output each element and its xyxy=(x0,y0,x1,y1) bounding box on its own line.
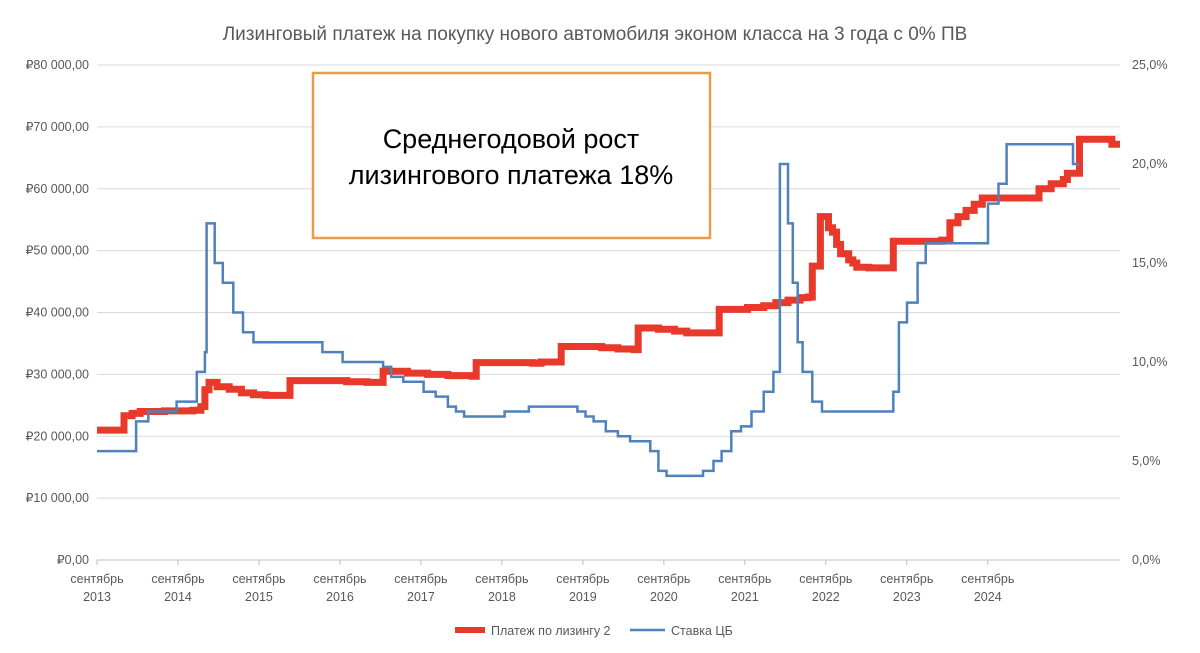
x-tick-year: 2014 xyxy=(164,590,192,604)
annotation-line-2: лизингового платежа 18% xyxy=(349,160,674,190)
left-tick-label: ₽70 000,00 xyxy=(25,120,89,134)
left-tick-label: ₽20 000,00 xyxy=(25,429,89,443)
left-axis-tick-labels: ₽0,00 ₽10 000,00 ₽20 000,00 ₽30 000,00 ₽40 0… xyxy=(25,58,89,567)
annotation-frame xyxy=(311,71,712,240)
x-tick-year: 2013 xyxy=(83,590,111,604)
x-tick-year: 2022 xyxy=(812,590,840,604)
x-tick-month: сентябрь xyxy=(556,572,609,586)
left-tick-label: ₽0,00 xyxy=(57,553,89,567)
x-tick-year: 2018 xyxy=(488,590,516,604)
annotation-line-1: Среднегодовой рост xyxy=(383,124,640,154)
x-tick-year: 2019 xyxy=(569,590,597,604)
legend: Платеж по лизингу 2 Ставка ЦБ xyxy=(455,624,733,638)
right-tick-label: 10,0% xyxy=(1132,355,1167,369)
x-axis-tick-labels: сентябрь 2013 сентябрь 2014 сентябрь 2015 сент… xyxy=(70,560,1014,604)
x-tick-month: сентябрь xyxy=(961,572,1014,586)
x-tick-month: сентябрь xyxy=(637,572,690,586)
right-tick-label: 20,0% xyxy=(1132,157,1167,171)
x-tick-month: сентябрь xyxy=(394,572,447,586)
left-tick-label: ₽10 000,00 xyxy=(25,491,89,505)
x-tick-month: сентябрь xyxy=(70,572,123,586)
series-line-key-rate xyxy=(97,142,1080,478)
x-tick-month: сентябрь xyxy=(232,572,285,586)
x-tick-month: сентябрь xyxy=(718,572,771,586)
right-tick-label: 5,0% xyxy=(1132,454,1161,468)
left-tick-label: ₽40 000,00 xyxy=(25,306,89,320)
x-tick-year: 2024 xyxy=(974,590,1002,604)
right-tick-label: 25,0% xyxy=(1132,58,1167,72)
x-tick-year: 2016 xyxy=(326,590,354,604)
x-tick-year: 2021 xyxy=(731,590,759,604)
x-tick-year: 2015 xyxy=(245,590,273,604)
right-tick-label: 15,0% xyxy=(1132,256,1167,270)
x-tick-year: 2020 xyxy=(650,590,678,604)
x-tick-year: 2017 xyxy=(407,590,435,604)
series-layer xyxy=(97,135,1120,478)
x-tick-month: сентябрь xyxy=(880,572,933,586)
x-tick-month: сентябрь xyxy=(799,572,852,586)
chart-title: Лизинговый платеж на покупку нового авто… xyxy=(223,24,968,45)
x-tick-month: сентябрь xyxy=(475,572,528,586)
x-tick-month: сентябрь xyxy=(151,572,204,586)
gridlines xyxy=(97,64,1120,561)
left-tick-label: ₽30 000,00 xyxy=(25,367,89,381)
left-tick-label: ₽80 000,00 xyxy=(25,58,89,72)
left-tick-label: ₽60 000,00 xyxy=(25,182,89,196)
annotation-box: Среднегодовой рост лизингового платежа 1… xyxy=(311,71,712,240)
legend-label-key-rate: Ставка ЦБ xyxy=(671,624,733,638)
right-axis-tick-labels: 0,0% 5,0% 10,0% 15,0% 20,0% 25,0% xyxy=(1132,58,1167,567)
x-tick-month: сентябрь xyxy=(313,572,366,586)
right-tick-label: 0,0% xyxy=(1132,553,1161,567)
legend-label-leasing: Платеж по лизингу 2 xyxy=(491,624,611,638)
x-tick-year: 2023 xyxy=(893,590,921,604)
series-line-leasing-payment xyxy=(97,135,1120,434)
left-tick-label: ₽50 000,00 xyxy=(25,244,89,258)
